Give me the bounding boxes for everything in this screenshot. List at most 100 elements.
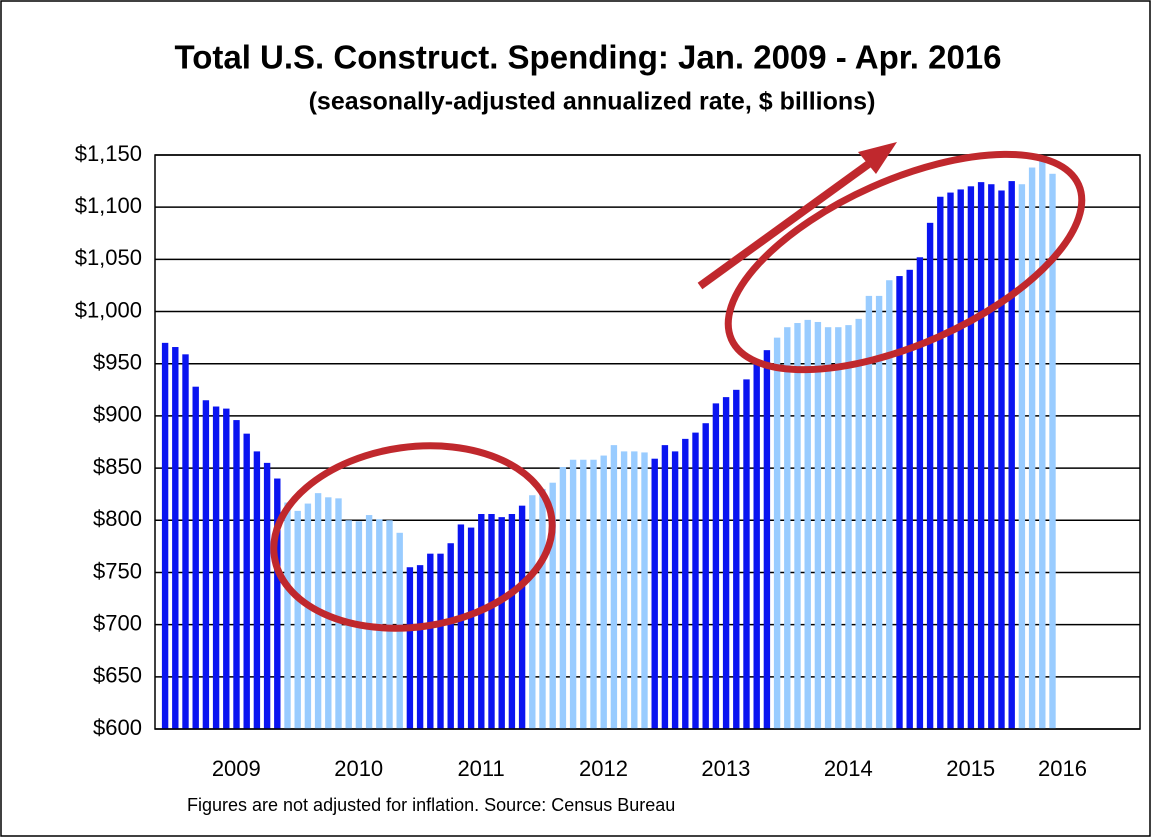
bar	[437, 553, 444, 729]
bar	[233, 420, 240, 729]
bar	[763, 350, 771, 729]
x-tick-label: 2010	[334, 756, 383, 781]
bar	[549, 482, 556, 729]
bar	[529, 495, 536, 729]
bar	[886, 280, 893, 729]
bar	[610, 445, 618, 729]
bar	[733, 389, 740, 729]
bar	[365, 515, 373, 729]
bar	[569, 459, 577, 729]
chart-note: Figures are not adjusted for inflation. …	[187, 795, 675, 815]
x-tick-label: 2015	[946, 756, 995, 781]
chart-subtitle: (seasonally-adjusted annualized rate, $ …	[309, 88, 876, 116]
bar	[743, 379, 750, 729]
bar	[518, 505, 526, 729]
bar	[794, 323, 801, 729]
bar	[1018, 184, 1026, 730]
bar	[1028, 167, 1036, 730]
bar	[682, 438, 689, 729]
bar	[620, 451, 628, 729]
y-tick-label: $650	[93, 663, 142, 688]
bar	[661, 445, 669, 729]
bar	[835, 327, 842, 729]
bar	[386, 520, 393, 729]
bar	[304, 503, 312, 729]
bar	[447, 543, 454, 729]
y-tick-label: $600	[93, 715, 142, 740]
bar	[784, 327, 791, 729]
bar	[253, 451, 261, 729]
bar	[1008, 181, 1015, 729]
bar	[182, 354, 189, 729]
bar	[284, 502, 291, 729]
x-tick-label: 2016	[1038, 756, 1087, 781]
chart-title: Total U.S. Construct. Spending: Jan. 200…	[174, 39, 1001, 76]
bar	[875, 295, 883, 729]
y-tick-label: $1,000	[75, 297, 142, 322]
bar	[467, 527, 475, 729]
bar	[243, 433, 250, 729]
bar	[631, 451, 638, 729]
bar	[926, 222, 934, 729]
bar	[804, 319, 811, 729]
bar	[937, 196, 944, 729]
bar	[957, 189, 964, 729]
y-tick-label: $800	[93, 506, 142, 531]
x-tick-label: 2011	[457, 756, 504, 781]
bar	[192, 386, 199, 729]
bar	[702, 423, 709, 729]
bar	[223, 408, 230, 729]
bar	[294, 510, 301, 729]
bar	[1049, 173, 1056, 729]
bar	[845, 325, 852, 729]
bar	[161, 342, 169, 729]
bar	[508, 514, 516, 729]
y-tick-label: $1,050	[75, 245, 142, 270]
plot-area: $600 $650 $700 $750 $800 $850 $900 $950 $1,000 $1…	[75, 141, 1140, 781]
bar	[202, 400, 210, 729]
bar	[263, 462, 271, 729]
bar	[488, 514, 495, 729]
bar	[498, 517, 505, 729]
plot-frame	[154, 154, 1141, 730]
y-tick-label: $950	[93, 350, 142, 375]
bar	[427, 553, 434, 729]
bar	[671, 451, 679, 729]
bar	[916, 257, 924, 729]
bar	[600, 455, 607, 729]
bar	[712, 403, 720, 729]
bar	[906, 269, 913, 729]
bar	[590, 459, 597, 729]
x-tick-label: 2014	[824, 756, 873, 781]
x-tick-label: 2013	[701, 756, 750, 781]
y-tick-label: $900	[93, 402, 142, 427]
bar	[1039, 155, 1046, 729]
bar	[212, 406, 220, 729]
bar	[773, 337, 781, 729]
bar	[967, 186, 975, 730]
bar	[651, 458, 658, 729]
y-tick-label: $850	[93, 454, 142, 479]
bar	[539, 488, 546, 729]
bar	[896, 276, 903, 729]
bar	[692, 432, 699, 729]
annotation-ellipse	[724, 150, 1086, 374]
bar	[457, 524, 465, 729]
bar	[580, 459, 587, 729]
bar	[172, 347, 179, 729]
bar	[559, 467, 567, 729]
bar	[998, 190, 1005, 729]
bar	[865, 295, 873, 729]
bar	[814, 321, 822, 729]
bar	[988, 184, 995, 730]
annotation-arrowhead	[858, 142, 897, 174]
bar	[722, 397, 730, 729]
bar	[406, 567, 414, 729]
bar	[335, 498, 342, 729]
y-tick-label: $1,150	[75, 141, 142, 166]
bar	[824, 327, 832, 729]
bar	[478, 514, 485, 729]
y-tick-label: $700	[93, 610, 142, 635]
bar	[274, 478, 281, 729]
